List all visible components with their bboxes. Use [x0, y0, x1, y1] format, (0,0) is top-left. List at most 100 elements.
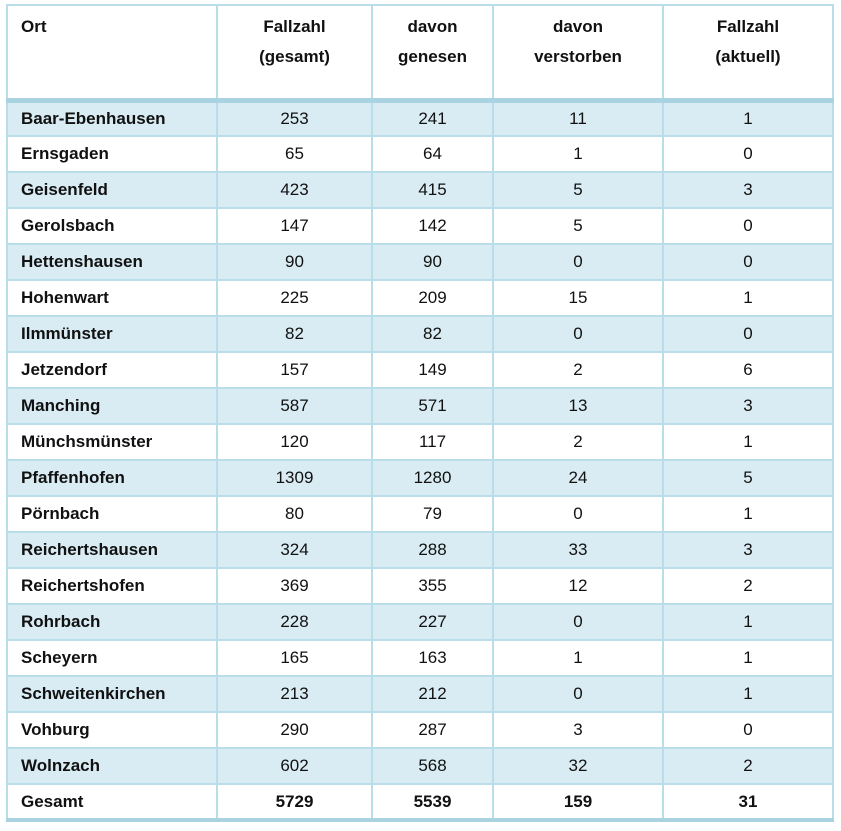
ort-cell: Rohrbach	[6, 603, 218, 641]
fallzahl-gesamt-cell: 369	[216, 567, 373, 605]
fallzahl-aktuell-cell: 1	[662, 675, 834, 713]
covid-cases-table: Ort Fallzahl (gesamt) davon genesen davo…	[6, 4, 834, 822]
fallzahl-gesamt-cell: 225	[216, 279, 373, 317]
fallzahl-gesamt-cell: 82	[216, 315, 373, 353]
header-line1: Fallzahl	[716, 17, 780, 36]
ort-cell: Pörnbach	[6, 495, 218, 533]
total-row: Gesamt 5729 5539 159 31	[6, 783, 834, 821]
davon-verstorben-cell: 5	[492, 207, 664, 245]
total-genesen: 5539	[371, 783, 494, 821]
davon-verstorben-cell: 15	[492, 279, 664, 317]
davon-genesen-cell: 568	[371, 747, 494, 785]
table-row: Pfaffenhofen 1309 1280 24 5	[6, 459, 834, 497]
davon-genesen-cell: 90	[371, 243, 494, 281]
fallzahl-gesamt-cell: 228	[216, 603, 373, 641]
column-header-davon-genesen: davon genesen	[371, 4, 494, 103]
ort-cell: Manching	[6, 387, 218, 425]
fallzahl-aktuell-cell: 1	[662, 99, 834, 137]
table-row: Manching 587 571 13 3	[6, 387, 834, 425]
fallzahl-gesamt-cell: 602	[216, 747, 373, 785]
fallzahl-aktuell-cell: 0	[662, 207, 834, 245]
column-header-ort: Ort	[6, 4, 218, 103]
column-header-fallzahl-gesamt: Fallzahl (gesamt)	[216, 4, 373, 103]
table-footer: Gesamt 5729 5539 159 31	[6, 783, 834, 821]
fallzahl-aktuell-cell: 0	[662, 711, 834, 749]
column-header-fallzahl-aktuell: Fallzahl (aktuell)	[662, 4, 834, 103]
ort-cell: Gerolsbach	[6, 207, 218, 245]
davon-verstorben-cell: 12	[492, 567, 664, 605]
table-row: Baar-Ebenhausen 253 241 11 1	[6, 99, 834, 137]
header-line1: davon	[407, 17, 458, 36]
davon-genesen-cell: 212	[371, 675, 494, 713]
table-row: Schweitenkirchen 213 212 0 1	[6, 675, 834, 713]
fallzahl-gesamt-cell: 1309	[216, 459, 373, 497]
davon-verstorben-cell: 0	[492, 315, 664, 353]
header-row: Ort Fallzahl (gesamt) davon genesen davo…	[6, 4, 834, 103]
davon-verstorben-cell: 1	[492, 135, 664, 173]
table-body: Baar-Ebenhausen 253 241 11 1 Ernsgaden 6…	[6, 99, 834, 785]
fallzahl-aktuell-cell: 5	[662, 459, 834, 497]
davon-verstorben-cell: 32	[492, 747, 664, 785]
table-row: Geisenfeld 423 415 5 3	[6, 171, 834, 209]
fallzahl-gesamt-cell: 80	[216, 495, 373, 533]
fallzahl-aktuell-cell: 0	[662, 243, 834, 281]
total-aktuell: 31	[662, 783, 834, 821]
davon-genesen-cell: 149	[371, 351, 494, 389]
total-gesamt: 5729	[216, 783, 373, 821]
fallzahl-aktuell-cell: 1	[662, 495, 834, 533]
fallzahl-gesamt-cell: 213	[216, 675, 373, 713]
fallzahl-gesamt-cell: 253	[216, 99, 373, 137]
davon-genesen-cell: 163	[371, 639, 494, 677]
fallzahl-aktuell-cell: 0	[662, 135, 834, 173]
ort-cell: Ilmmünster	[6, 315, 218, 353]
header-line1: Fallzahl	[263, 17, 326, 36]
davon-genesen-cell: 227	[371, 603, 494, 641]
table-row: Rohrbach 228 227 0 1	[6, 603, 834, 641]
davon-genesen-cell: 571	[371, 387, 494, 425]
ort-cell: Geisenfeld	[6, 171, 218, 209]
fallzahl-aktuell-cell: 3	[662, 171, 834, 209]
davon-genesen-cell: 209	[371, 279, 494, 317]
davon-genesen-cell: 142	[371, 207, 494, 245]
davon-genesen-cell: 355	[371, 567, 494, 605]
fallzahl-gesamt-cell: 147	[216, 207, 373, 245]
davon-verstorben-cell: 13	[492, 387, 664, 425]
davon-verstorben-cell: 0	[492, 675, 664, 713]
table-row: Ernsgaden 65 64 1 0	[6, 135, 834, 173]
ort-cell: Reichertshausen	[6, 531, 218, 569]
fallzahl-aktuell-cell: 1	[662, 603, 834, 641]
table-row: Hettenshausen 90 90 0 0	[6, 243, 834, 281]
davon-verstorben-cell: 2	[492, 351, 664, 389]
fallzahl-aktuell-cell: 1	[662, 279, 834, 317]
fallzahl-aktuell-cell: 0	[662, 315, 834, 353]
ort-cell: Wolnzach	[6, 747, 218, 785]
table-row: Reichertshausen 324 288 33 3	[6, 531, 834, 569]
fallzahl-gesamt-cell: 65	[216, 135, 373, 173]
davon-verstorben-cell: 0	[492, 603, 664, 641]
fallzahl-aktuell-cell: 6	[662, 351, 834, 389]
davon-genesen-cell: 79	[371, 495, 494, 533]
table-row: Scheyern 165 163 1 1	[6, 639, 834, 677]
ort-cell: Jetzendorf	[6, 351, 218, 389]
table-row: Jetzendorf 157 149 2 6	[6, 351, 834, 389]
ort-cell: Hettenshausen	[6, 243, 218, 281]
davon-genesen-cell: 1280	[371, 459, 494, 497]
table-row: Pörnbach 80 79 0 1	[6, 495, 834, 533]
table-row: Gerolsbach 147 142 5 0	[6, 207, 834, 245]
header-line2: verstorben	[534, 47, 622, 66]
davon-verstorben-cell: 0	[492, 243, 664, 281]
fallzahl-aktuell-cell: 2	[662, 567, 834, 605]
davon-genesen-cell: 287	[371, 711, 494, 749]
davon-verstorben-cell: 1	[492, 639, 664, 677]
ort-cell: Ernsgaden	[6, 135, 218, 173]
table-row: Münchsmünster 120 117 2 1	[6, 423, 834, 461]
fallzahl-gesamt-cell: 165	[216, 639, 373, 677]
davon-verstorben-cell: 2	[492, 423, 664, 461]
ort-cell: Reichertshofen	[6, 567, 218, 605]
davon-verstorben-cell: 24	[492, 459, 664, 497]
fallzahl-aktuell-cell: 1	[662, 423, 834, 461]
table-row: Reichertshofen 369 355 12 2	[6, 567, 834, 605]
davon-genesen-cell: 117	[371, 423, 494, 461]
davon-verstorben-cell: 0	[492, 495, 664, 533]
total-label: Gesamt	[6, 783, 218, 821]
